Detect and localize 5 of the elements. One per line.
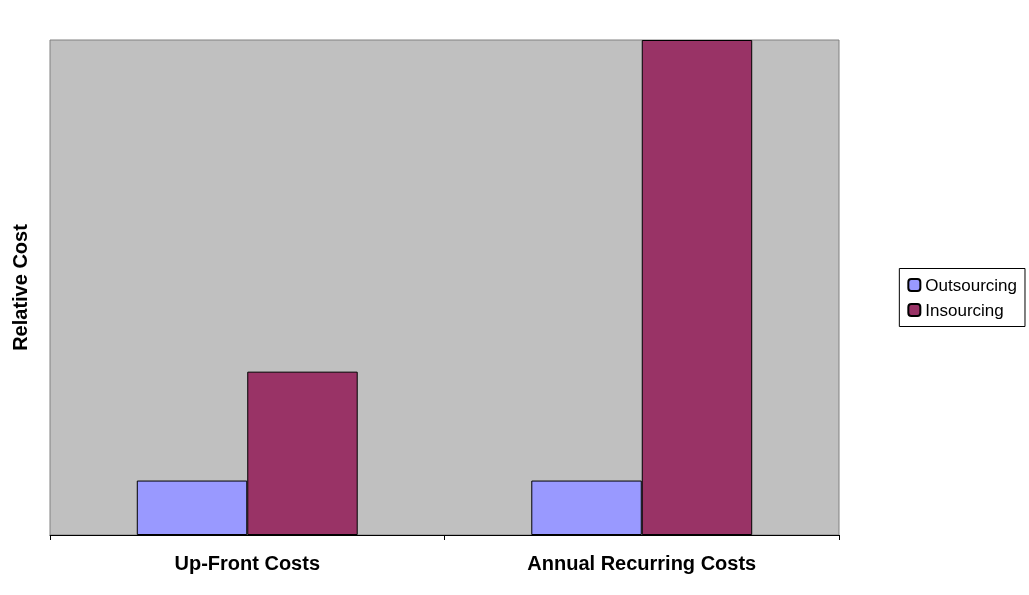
legend-label: Insourcing	[925, 300, 1004, 320]
x-tick-label: Up-Front Costs	[174, 552, 321, 574]
legend-label: Outsourcing	[925, 275, 1018, 295]
x-tick-label: Annual Recurring Costs	[527, 552, 757, 574]
y-axis-title: Relative Cost	[9, 223, 31, 351]
